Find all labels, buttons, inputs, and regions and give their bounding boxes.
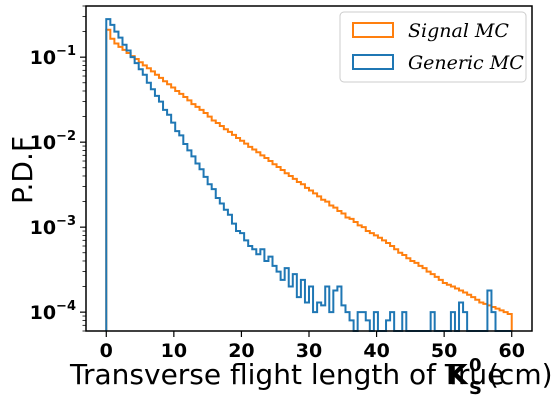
legend-label-signal: Signal MC [408,20,509,42]
x-axis-label: Transverse flight length of True [69,358,504,391]
x-tick-label: 40 [363,340,389,362]
x-tick-label: 50 [431,340,457,362]
y-axis: 10−4 10−3 10−2 10−1 [30,5,86,332]
x-axis: 0 10 20 30 40 50 60 [100,331,525,362]
y-tick-label: 10−4 [30,299,76,324]
x-tick-label: 0 [100,340,113,362]
y-tick-label: 10−1 [30,44,76,69]
y-tick-label: 10−2 [30,129,76,154]
series-signal-mc-histogram [105,28,513,331]
x-tick-label: 30 [296,340,322,362]
x-axis-label-symbol: K [446,358,469,391]
x-axis-label-superscript: 0 [469,355,482,376]
legend-label-generic: Generic MC [408,52,524,74]
x-tick-label: 60 [499,340,525,362]
y-axis-label: P.D.F [6,136,39,204]
x-tick-label: 20 [228,340,254,362]
legend-swatch-signal [352,22,394,38]
legend: Signal MC Generic MC [339,11,527,83]
legend-box [339,11,527,83]
x-axis-label-unit: (cm) [488,358,553,391]
x-tick-label: 10 [161,340,187,362]
x-axis-label-subscript: S [469,378,482,399]
y-tick-label: 10−3 [30,214,76,239]
x-axis-label-group: Transverse flight length of True K 0 S (… [69,355,553,399]
legend-swatch-generic [352,54,394,70]
